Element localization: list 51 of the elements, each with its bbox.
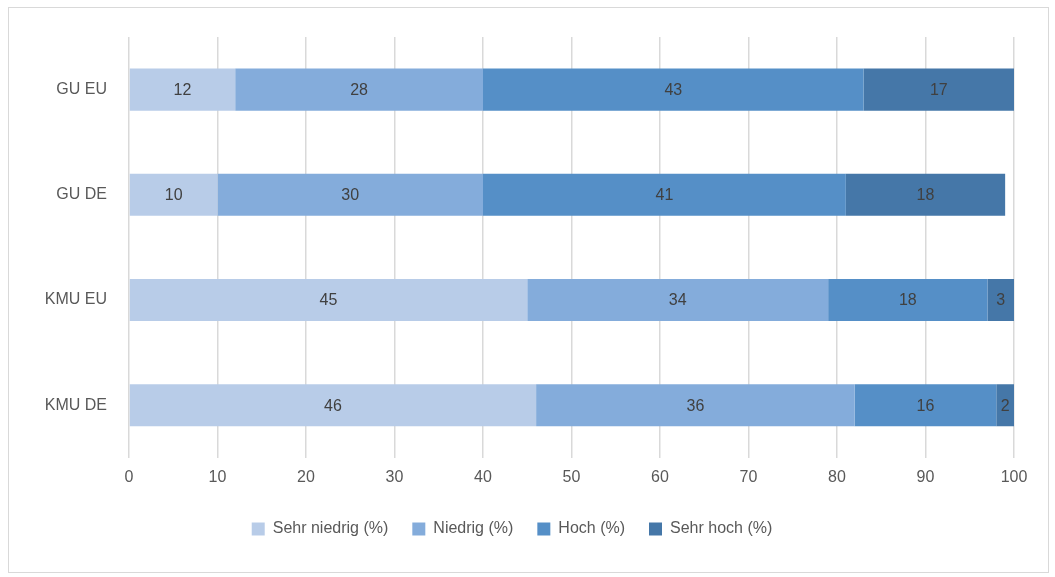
x-tick-label: 40 (474, 467, 492, 485)
data-label: 18 (898, 291, 917, 309)
x-tick-label: 90 (916, 467, 935, 485)
x-tick-label: 70 (739, 467, 758, 485)
data-label: 28 (350, 81, 369, 99)
y-tick-label: GU EU (56, 80, 107, 98)
legend-label: Sehr niedrig (%) (272, 519, 389, 537)
data-label: 46 (324, 396, 342, 414)
x-tick-label: 30 (385, 467, 404, 485)
bar (129, 384, 537, 427)
bar (828, 278, 988, 322)
x-tick-label: 50 (562, 467, 581, 485)
bar (845, 173, 1006, 216)
bar (536, 384, 855, 427)
bar (854, 384, 997, 427)
y-tick-label: KMU DE (44, 395, 107, 413)
data-label: 12 (173, 81, 192, 99)
bar (483, 173, 846, 216)
legend-label: Niedrig (%) (433, 519, 514, 537)
data-label: 41 (655, 186, 674, 204)
bar (987, 278, 1014, 322)
bar (129, 173, 218, 216)
bar (129, 278, 528, 322)
data-label: 10 (164, 186, 183, 204)
data-label: 18 (916, 186, 935, 204)
bar (996, 384, 1014, 427)
bar (483, 68, 864, 111)
data-label: 34 (668, 291, 687, 309)
x-tick-label: 10 (208, 467, 227, 485)
y-tick-label: GU DE (56, 185, 107, 203)
bar (527, 278, 829, 322)
legend-label: Sehr hoch (%) (670, 519, 773, 537)
x-tick-label: 20 (297, 467, 315, 485)
data-label: 3 (996, 291, 1006, 309)
data-label: 43 (664, 81, 683, 99)
data-label: 36 (686, 396, 705, 414)
data-label: 2 (1000, 396, 1010, 414)
x-tick-label: 100 (1000, 467, 1028, 485)
legend-label: Hoch (%) (558, 519, 626, 537)
x-tick-label: 80 (828, 467, 846, 485)
bar (863, 68, 1014, 111)
data-label: 30 (341, 186, 360, 204)
data-label: 17 (929, 81, 948, 99)
bar (235, 68, 483, 111)
bar (129, 68, 236, 111)
data-label: 45 (319, 291, 338, 309)
x-tick-label: 60 (651, 467, 669, 485)
x-tick-label: 0 (124, 467, 134, 485)
data-label: 16 (916, 396, 935, 414)
y-tick-label: KMU EU (44, 290, 107, 308)
bar (217, 173, 483, 216)
